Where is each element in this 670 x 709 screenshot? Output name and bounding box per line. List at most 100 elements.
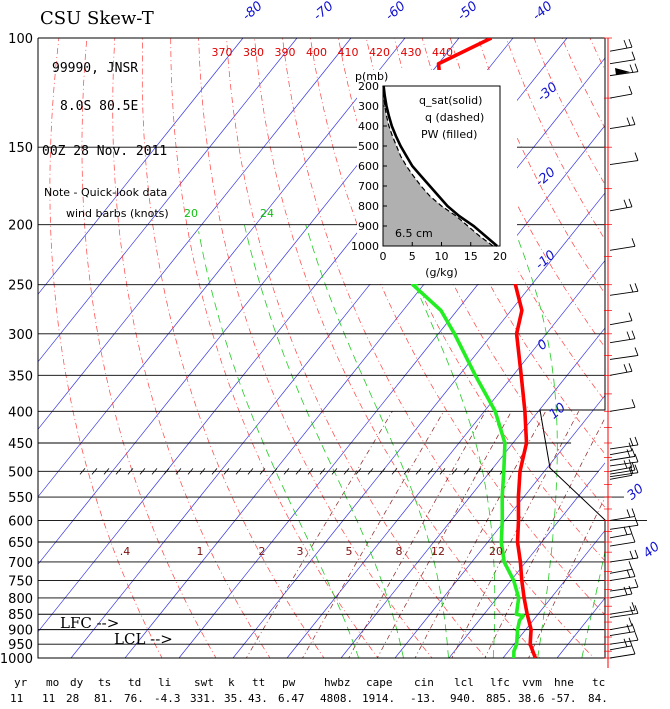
stat-header: vvm [522,676,542,689]
inset-ytick-label: 400 [358,120,379,133]
stat-value: 11 [10,692,23,705]
wind-barb-flag [634,578,639,588]
wind-barb-flag [628,467,633,476]
wind-barb [609,46,633,52]
mixing-ratio-label: 5 [346,545,353,558]
hatch-mark [379,468,386,475]
theta-label: 420 [369,46,390,59]
wind-barbs [604,37,639,668]
isotherm-line [340,327,605,658]
pressure-tick-label: 650 [8,536,33,551]
inset-xtick-label: 15 [464,250,478,263]
wind-barb [609,450,633,456]
mixing-ratio-line [245,411,393,658]
pressure-tick-label: 550 [8,491,33,506]
wind-barb-flag [634,436,639,446]
stat-header: tc [592,676,605,689]
mixing-ratio-label: 12 [431,545,445,558]
stat-header: dy [70,676,84,689]
isotherm-label: 40 [641,539,663,561]
wind-barb [609,245,636,251]
wind-barb-flag [623,39,628,49]
pressure-tick-label: 300 [8,328,33,343]
wind-barb-flag [631,51,636,60]
dry-adiabat [646,38,670,671]
isotherm-line [38,38,406,498]
wind-barb-flag [629,465,634,474]
plot-frame [37,37,606,659]
mixing-ratio-line [451,411,580,658]
hatch-mark [403,468,410,475]
dry-adiabat [254,38,541,658]
hatch-mark [343,468,350,475]
wind-barb-flag [628,363,633,372]
theta-label: 430 [401,46,422,59]
inset-xtick-label: 10 [435,250,449,263]
hatch-mark [487,468,494,475]
pressure-tick-label: 200 [8,219,33,234]
inset-pw-value: 6.5 cm [395,227,433,240]
stat-value: 43. [248,692,268,705]
wind-barb-flag [626,624,631,633]
wind-barb-flag [634,347,639,356]
wind-barb [609,160,639,165]
hatch-mark [463,468,470,475]
inset-ytick-label: 300 [358,100,379,113]
station-location: 8.0S 80.5E [60,99,138,114]
wind-barb [609,557,639,563]
wind-barb [609,290,639,296]
dry-adiabat [141,38,325,658]
wind-barb [609,568,633,574]
wind-barb [609,645,633,651]
wind-barb-flag [628,617,633,626]
stat-value: 331. [190,692,217,705]
dry-adiabat [198,38,433,658]
dry-adiabat [449,38,605,348]
wind-barb-flag [631,602,636,611]
hatch-mark [283,468,290,475]
wind-barb [609,206,633,212]
wind-barb-flag [628,442,633,451]
isotherm-label: -70 [311,0,337,24]
wind-barb [609,593,633,599]
pressure-tick-label: 950 [8,638,33,653]
pressure-tick-label: 100 [8,32,33,47]
stat-header: cin [414,676,434,689]
isotherm-label: -50 [455,0,481,24]
wind-barb-flag [629,64,634,73]
stat-value: -57. [550,692,577,705]
stat-value: 84. [588,692,608,705]
stat-value: -13. [410,692,437,705]
stat-value: 76. [124,692,144,705]
wind-barb [609,444,639,450]
wind-barb [609,516,636,521]
wind-barb-flag [626,117,631,126]
hatch-mark [115,468,122,475]
mixing-ratio-line [348,411,486,658]
hatch-mark [271,468,278,475]
dewpoint-profile [394,224,525,658]
hatch-mark [139,468,146,475]
mixing-ratio-label: 2 [259,545,266,558]
theta-label: 380 [243,46,264,59]
moist-adiabat [198,231,360,658]
hatch-mark [427,468,434,475]
wind-barb-flag [631,623,636,632]
wind-barb-flag [623,638,628,647]
pressure-tick-label: 850 [8,608,33,623]
pressure-tick-label: 900 [8,624,33,639]
wind-barb [609,455,636,461]
hatch-mark [247,468,254,475]
mixing-ratio-label: 3 [297,545,304,558]
wind-barb-flag [623,364,628,373]
stat-value: 35. [224,692,244,705]
wind-barb [609,93,633,99]
inset-legend-qsat: q_sat(solid) [419,94,482,107]
stat-header: lcl [454,676,474,689]
wind-barb-flag [628,561,633,570]
chart-title: CSU Skew-T [40,8,154,29]
isotherm-line [502,529,605,658]
pressure-tick-label: 700 [8,556,33,571]
wind-barb-flag [629,606,634,615]
inset-ytick-label: 800 [358,200,379,213]
